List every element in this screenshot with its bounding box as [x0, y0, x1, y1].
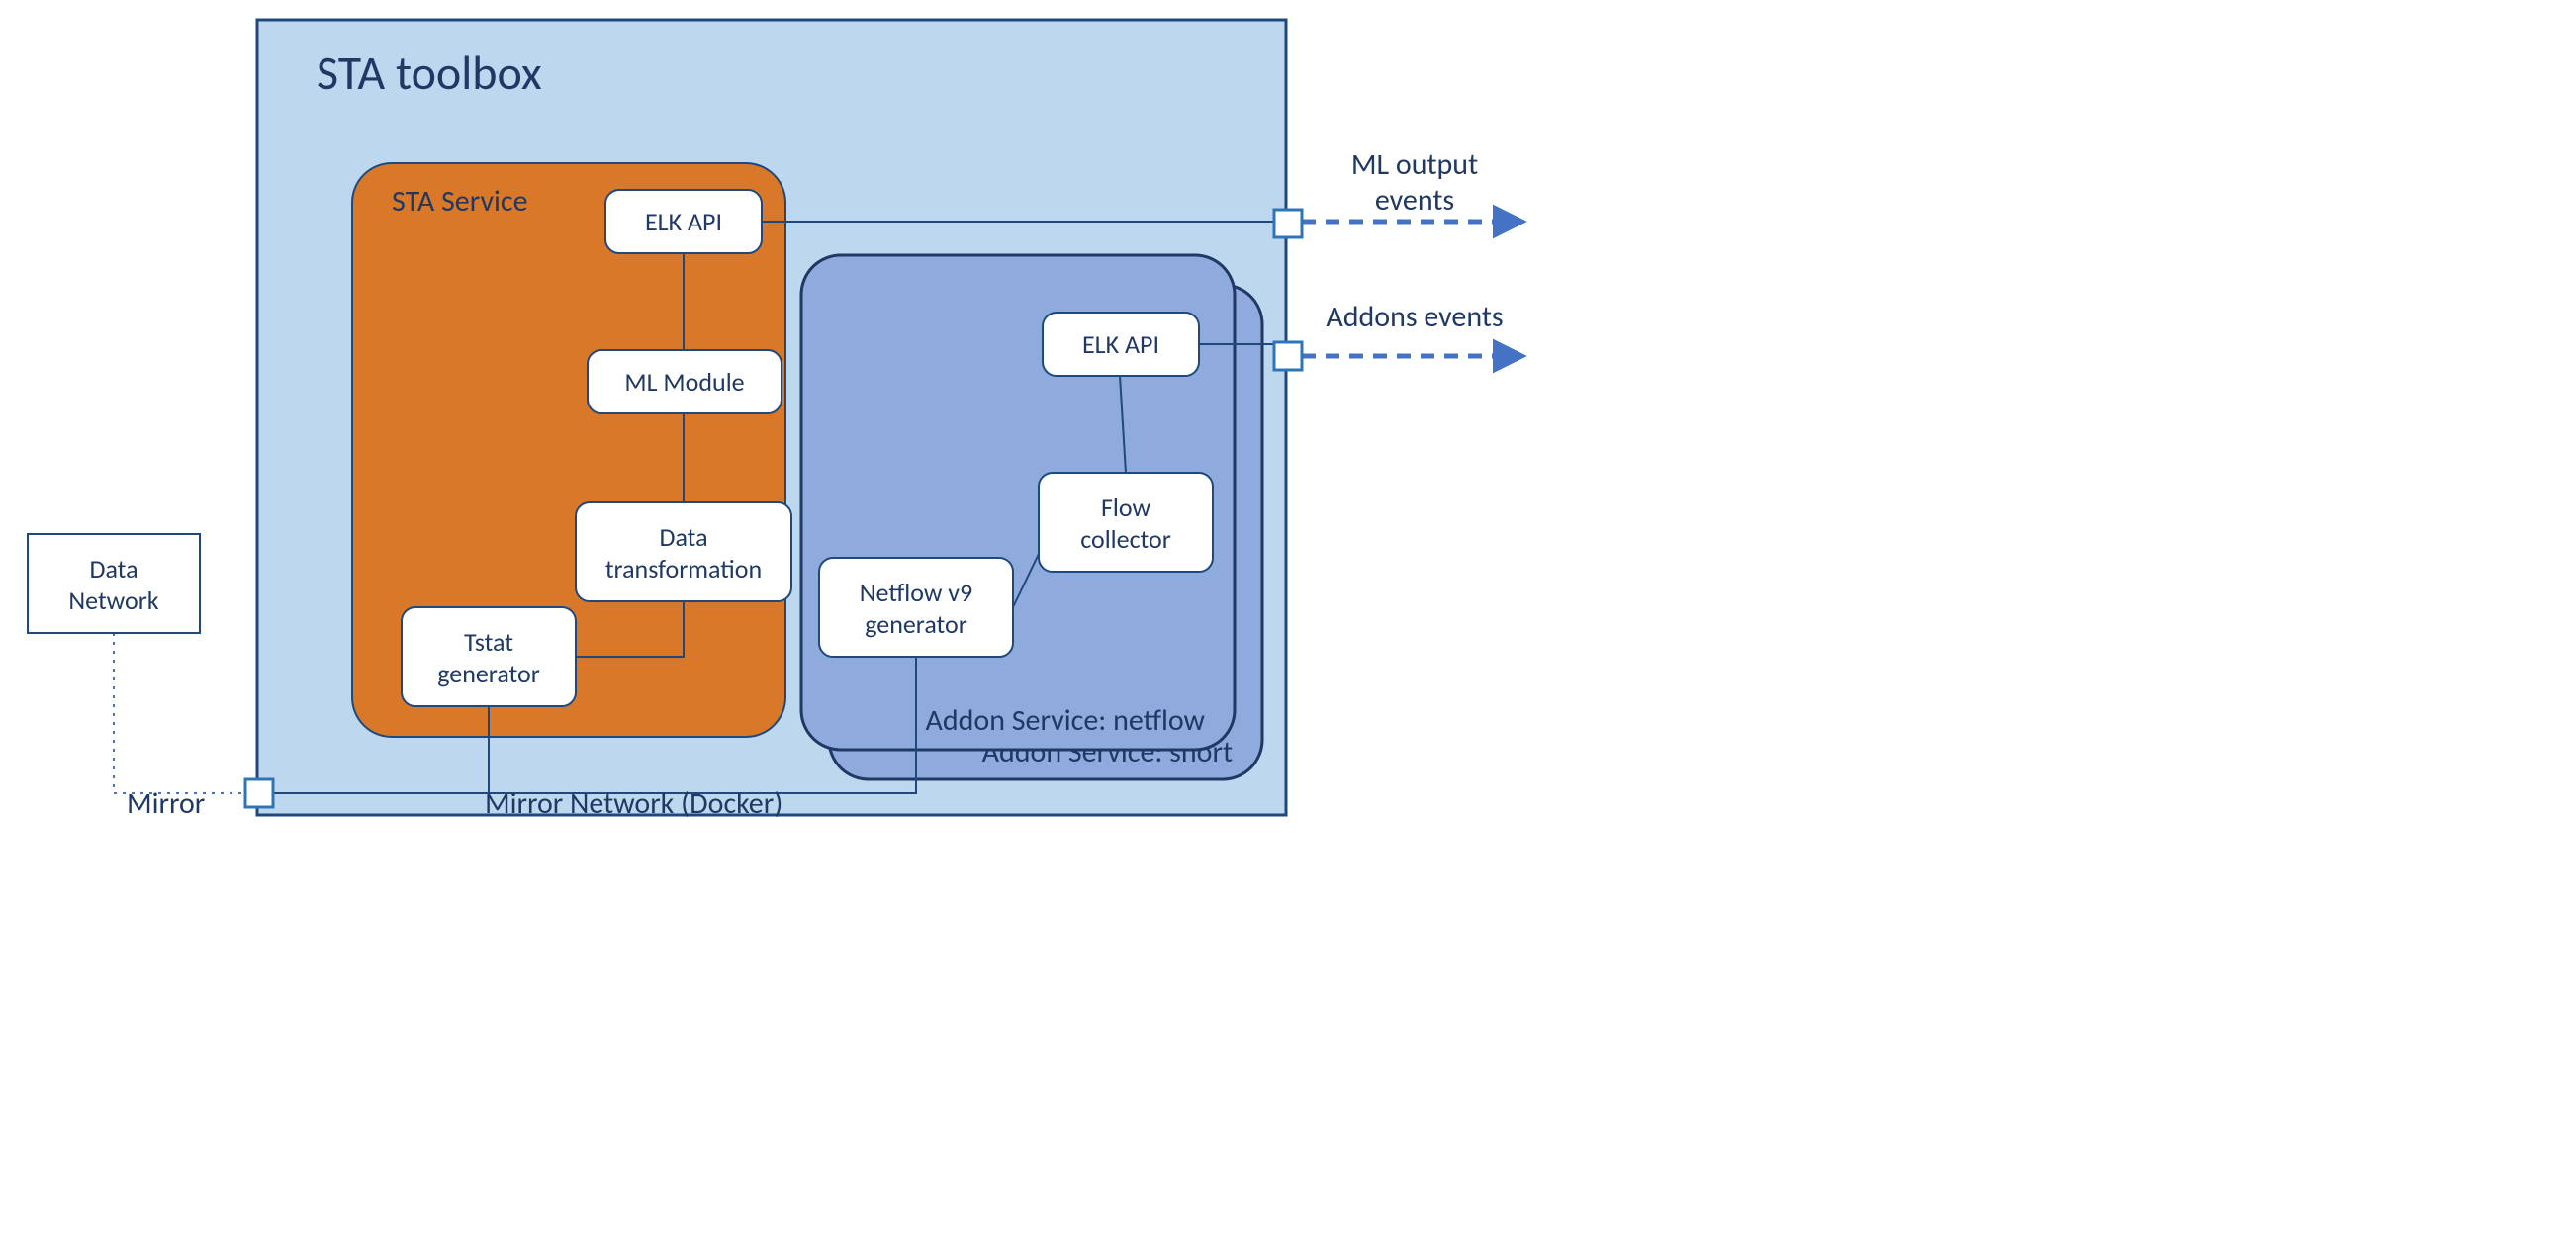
node-label-data_network: Network	[68, 585, 158, 616]
port-ml_out	[1274, 210, 1302, 237]
ml-output-label-line2: events	[1375, 182, 1454, 219]
addon-netflow-label: Addon Service: netflow	[926, 702, 1206, 739]
node-label-data_transform: Data	[659, 521, 707, 553]
node-label-ml_module: ML Module	[624, 366, 744, 398]
node-label-netflow_gen: Netflow v9	[860, 577, 972, 608]
sta-toolbox-title: STA toolbox	[317, 44, 542, 102]
ml-output-label-line1: ML output	[1351, 146, 1478, 183]
node-label-data_transform: transformation	[605, 553, 762, 585]
node-label-elk_api_2: ELK API	[1082, 328, 1159, 360]
node-label-netflow_gen: generator	[865, 608, 967, 640]
edge-dotted-9	[114, 633, 245, 793]
mirror-label: Mirror	[127, 785, 205, 822]
port-mirror_in	[245, 779, 273, 807]
node-label-tstat_gen: Tstat	[464, 626, 513, 658]
node-label-tstat_gen: generator	[437, 658, 540, 689]
sta-service-label: STA Service	[392, 183, 528, 220]
mirror-network-label: Mirror Network (Docker)	[485, 785, 782, 822]
node-label-elk_api_1: ELK API	[645, 206, 722, 237]
addons-events-label: Addons events	[1326, 299, 1503, 335]
diagram-canvas: STA toolboxSTA ServiceAddon Service: sno…	[0, 0, 1549, 846]
node-label-data_network: Data	[89, 553, 138, 585]
port-addons_out	[1274, 342, 1302, 370]
node-label-flow_collector: Flow	[1101, 492, 1151, 523]
node-label-flow_collector: collector	[1080, 523, 1171, 555]
